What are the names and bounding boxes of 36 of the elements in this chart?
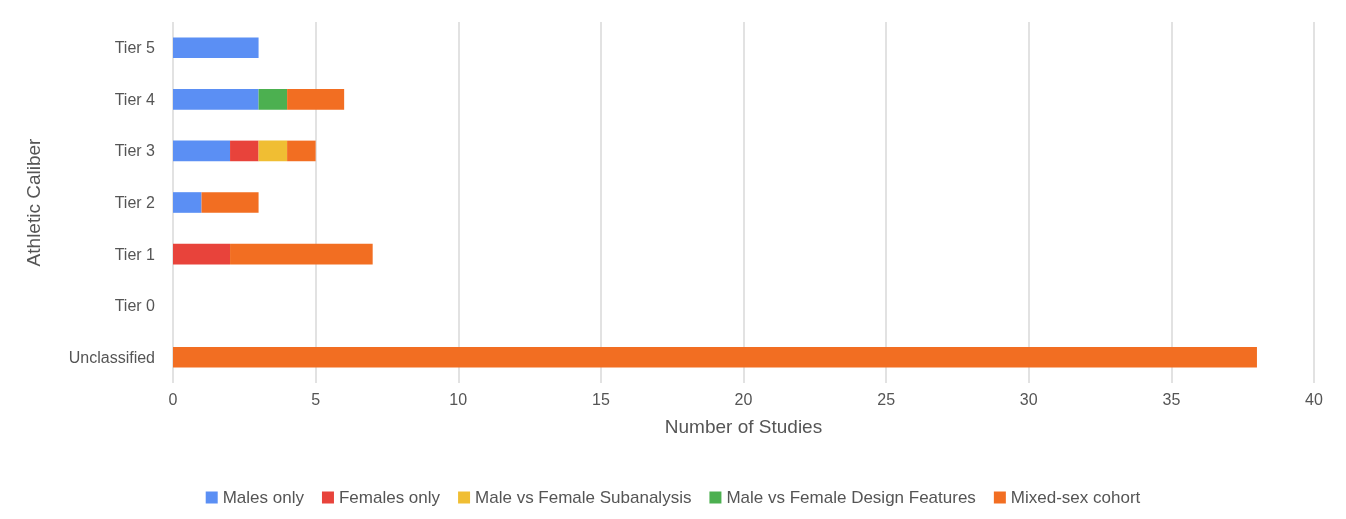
legend-label: Male vs Female Design Features: [726, 488, 976, 507]
x-axis-title: Number of Studies: [664, 416, 823, 437]
bar: [173, 37, 259, 59]
y-tick-label: Unclassified: [68, 348, 155, 366]
y-tick-label: Tier 4: [114, 90, 156, 108]
bar: [287, 89, 345, 110]
bar: [173, 140, 231, 162]
x-tick-label: 30: [1019, 390, 1038, 408]
x-tick-label: 25: [877, 390, 896, 408]
y-tick-label: Tier 2: [114, 194, 156, 211]
y-tick-label: Tier 5: [114, 39, 156, 57]
x-tick-label: 15: [591, 390, 610, 408]
bar: [173, 243, 231, 265]
y-tick-label: Tier 3: [114, 142, 156, 160]
bar: [230, 243, 373, 265]
legend-label: Mixed-sex cohort: [1010, 488, 1141, 507]
y-axis-title: Athletic Caliber: [23, 137, 44, 267]
x-tick-label: 35: [1162, 390, 1181, 408]
legend-label: Male vs Female Subanalysis: [475, 488, 692, 507]
bar: [173, 89, 259, 110]
bar: [201, 192, 259, 213]
x-tick-label: 5: [311, 390, 321, 408]
y-tick-label: Tier 0: [114, 297, 156, 315]
y-tick-label: Tier 1: [114, 245, 156, 263]
legend-label: Males only: [222, 488, 305, 507]
bar: [258, 140, 288, 162]
x-tick-label: 20: [734, 390, 753, 408]
x-tick-label: 40: [1305, 390, 1323, 408]
bar: [173, 346, 1257, 368]
bar: [287, 140, 316, 162]
legend-label: Females only: [338, 488, 441, 507]
bar: [230, 140, 259, 162]
bar: [173, 192, 202, 213]
bar: [258, 89, 288, 110]
x-tick-label: 10: [449, 390, 468, 408]
x-tick-label: 0: [168, 390, 178, 408]
